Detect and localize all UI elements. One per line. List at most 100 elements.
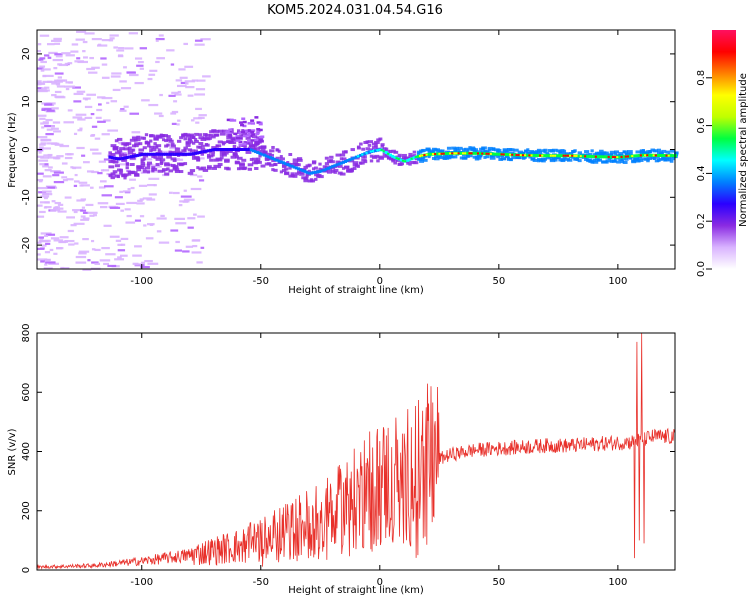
spectrogram-noise-cell — [53, 67, 58, 70]
spectrogram-noise-cell — [76, 57, 81, 60]
spectrogram-noise-cell — [192, 244, 198, 248]
spectrogram-ridge-cell — [251, 122, 256, 125]
spectrogram-ridge-cell — [378, 137, 383, 141]
spectrogram-noise-cell — [72, 116, 83, 119]
spectrogram-ridge-peak — [419, 154, 422, 157]
spectrogram-ridge-core — [168, 152, 172, 156]
spectrogram-ridge-cell — [248, 144, 253, 148]
spectrogram-noise-cell — [73, 222, 85, 225]
spectrogram-ridge-cell — [624, 152, 631, 156]
spectrogram-ridge-core — [157, 152, 161, 156]
spectrogram-ridge-cell — [236, 156, 243, 160]
spectrogram-noise-cell — [48, 51, 58, 55]
spectrogram-ridge-cell — [149, 149, 153, 153]
spectrogram-ridge-core — [181, 152, 185, 156]
spectrogram-ridge-cell — [322, 165, 327, 169]
spectrogram-ridge-cell — [258, 135, 263, 139]
spectrogram-ridge-cell — [311, 167, 316, 171]
spectrogram-noise-cell — [200, 38, 211, 41]
spectrogram-ridge-core — [185, 152, 189, 156]
spectrogram-ridge-core — [494, 152, 498, 156]
spectrogram-ridge-core — [444, 152, 448, 156]
spectrogram-ridge-peak — [378, 148, 381, 151]
spectrogram-ridge-cell — [481, 146, 487, 150]
spectrogram-noise-cell — [147, 262, 159, 265]
spectrogram-noise-cell — [55, 55, 63, 58]
spectrogram-noise-cell — [82, 217, 90, 220]
spectrogram-noise-cell — [119, 109, 127, 112]
spectrogram-y-tick-label: 20 — [21, 48, 32, 61]
spectrogram-noise-cell — [37, 80, 42, 83]
spectrogram-noise-cell — [127, 187, 131, 191]
spectrogram-ridge-core — [479, 151, 483, 155]
spectrogram-ridge-cell — [509, 158, 513, 162]
spectrogram-ridge-cell — [138, 148, 145, 152]
spectrogram-noise-cell — [82, 238, 89, 241]
spectrogram-noise-cell — [73, 100, 82, 103]
spectrogram-noise-cell — [67, 109, 73, 112]
spectrogram-ridge-core — [309, 171, 313, 175]
spectrogram-noise-cell — [56, 79, 68, 82]
spectrogram-noise-cell — [91, 37, 102, 41]
spectrogram-noise-cell — [39, 117, 46, 120]
spectrogram-ridge-cell — [254, 116, 259, 119]
spectrogram-ridge-cell — [138, 142, 143, 146]
spectrogram-ridge-cell — [586, 153, 590, 157]
spectrogram-ridge-cell — [211, 166, 217, 170]
spectrogram-ridge-core — [446, 151, 450, 155]
spectrogram-ridge-cell — [408, 162, 412, 166]
spectrogram-noise-cell — [177, 84, 187, 88]
spectrogram-ridge-core — [429, 152, 433, 156]
spectrogram-ridge-cell — [350, 167, 354, 171]
spectrogram-noise-cell — [194, 39, 203, 42]
spectrogram-ridge-cell — [134, 144, 139, 148]
spectrogram-noise-cell — [76, 90, 86, 93]
spectrogram-noise-cell — [51, 200, 56, 203]
spectrogram-ridge-cell — [577, 151, 582, 155]
spectrogram-ridge-cell — [464, 156, 468, 160]
spectrogram-ridge-core — [389, 153, 393, 157]
spectrogram-noise-cell — [44, 103, 53, 106]
spectrogram-noise-cell — [85, 203, 94, 207]
spectrogram-ridge-cell — [384, 147, 389, 151]
spectrogram-ridge-cell — [487, 148, 492, 152]
spectrogram-ridge-cell — [290, 163, 297, 167]
spectrogram-noise-cell — [84, 116, 93, 120]
spectrogram-ridge-core — [648, 153, 652, 157]
spectrogram-noise-cell — [61, 176, 68, 179]
spectrogram-ridge-cell — [168, 169, 174, 173]
spectrogram-ridge-core — [391, 154, 395, 158]
spectrogram-ridge-cell — [198, 145, 202, 149]
spectrogram-ridge-peak — [616, 156, 619, 159]
spectrogram-ridge-core — [108, 155, 112, 159]
spectrogram-ridge-cell — [136, 138, 141, 142]
spectrogram-ridge-core — [170, 152, 174, 156]
spectrogram-ridge-cell — [472, 148, 479, 152]
spectrogram-ridge-cell — [412, 154, 417, 158]
colorbar-tick-label: 0.4 — [696, 165, 707, 181]
spectrogram-ridge-cell — [635, 156, 640, 160]
spectrogram-noise-cell — [147, 183, 156, 187]
spectrogram-ridge-cell — [112, 160, 119, 164]
spectrogram-noise-cell — [149, 69, 158, 72]
spectrogram-ridge-core — [140, 153, 144, 157]
spectrogram-noise-cell — [124, 47, 134, 50]
spectrogram-noise-cell — [53, 157, 61, 160]
spectrogram-ridge-cell — [431, 150, 436, 154]
spectrogram-ridge-core — [337, 162, 341, 166]
spectrogram-ridge-core — [671, 154, 675, 158]
spectrogram-ridge-cell — [211, 153, 215, 157]
spectrogram-noise-cell — [39, 163, 45, 166]
spectrogram-noise-cell — [53, 206, 58, 209]
spectrogram-ridge-cell — [127, 172, 132, 176]
spectrogram-noise-cell — [50, 209, 61, 212]
spectrogram-ridge-cell — [329, 160, 335, 164]
spectrogram-ridge-cell — [217, 158, 223, 162]
spectrogram-noise-cell — [53, 252, 58, 255]
spectrogram-noise-cell — [140, 265, 150, 269]
spectrogram-ridge-peak — [631, 155, 634, 158]
spectrogram-ridge-cell — [324, 156, 329, 160]
spectrogram-ridge-cell — [227, 132, 232, 135]
spectrogram-noise-cell — [50, 237, 60, 240]
spectrogram-noise-cell — [148, 103, 159, 107]
